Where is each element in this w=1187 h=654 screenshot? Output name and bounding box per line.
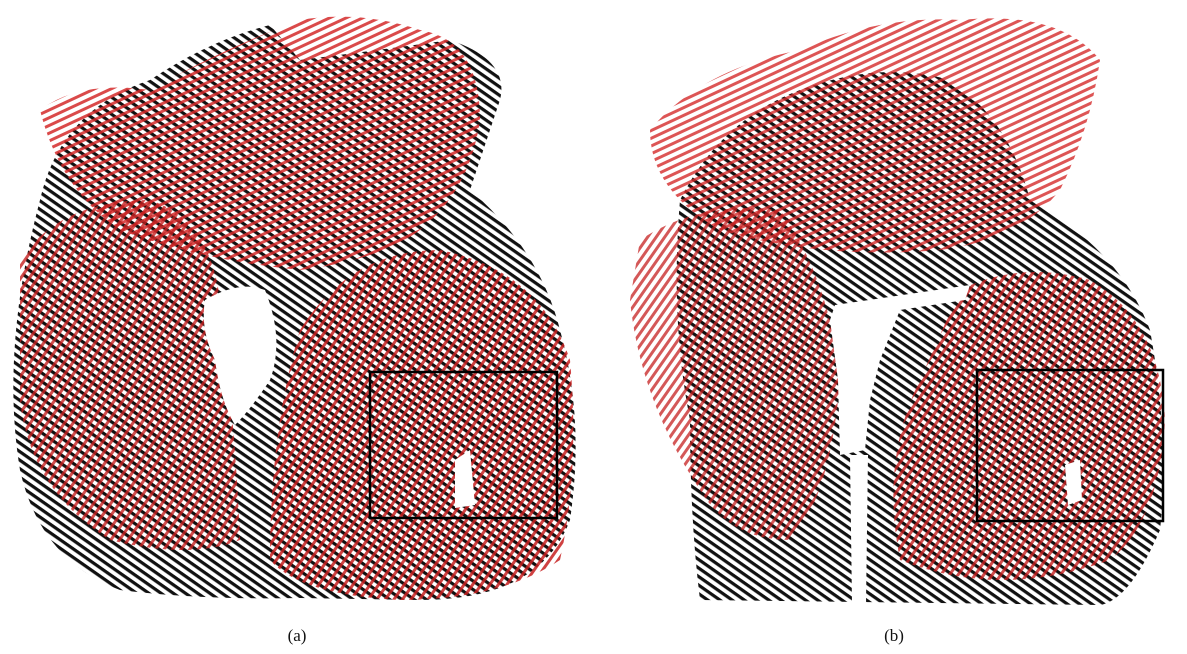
gap — [1065, 460, 1082, 505]
zoom-box — [975, 368, 1165, 523]
panel-a: (a) — [13, 16, 576, 645]
red-print — [270, 250, 574, 600]
red-print — [20, 200, 240, 550]
red-print — [630, 208, 840, 540]
caption: (b) — [884, 626, 904, 645]
gap — [455, 450, 475, 508]
gap — [850, 455, 868, 605]
red-print — [893, 272, 1165, 580]
gap — [830, 285, 970, 455]
caption: (a) — [288, 626, 307, 645]
panel-b: (b) — [630, 18, 1165, 645]
zoom-box — [368, 370, 559, 520]
red-print — [650, 18, 1100, 253]
gap — [203, 286, 277, 425]
